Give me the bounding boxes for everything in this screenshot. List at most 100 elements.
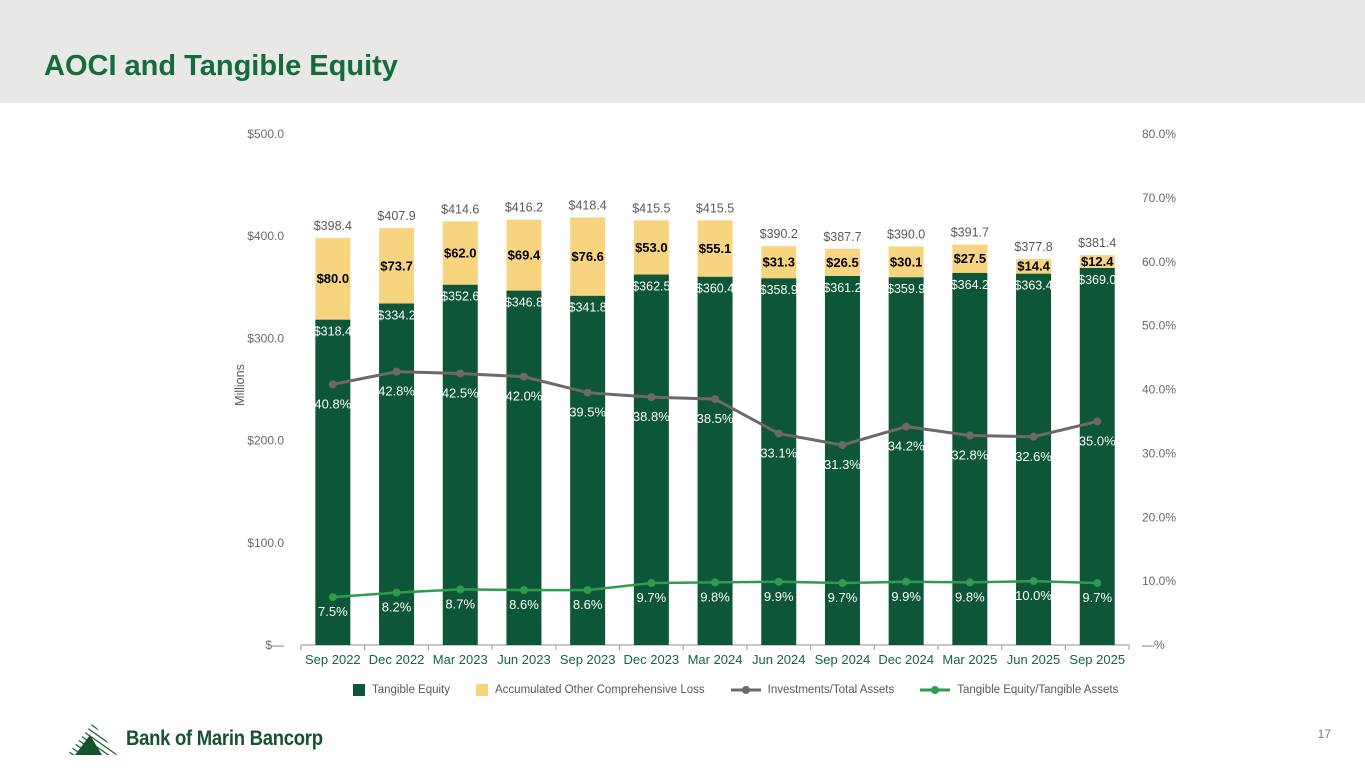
bar-segment-aoci (442, 221, 478, 285)
line-marker (838, 441, 847, 450)
bar-total-label: $398.4 (314, 219, 352, 233)
line-marker (774, 429, 783, 438)
line-value-label: 35.0% (1079, 433, 1116, 448)
legend-line-icon (920, 686, 951, 694)
bar-segment-aoci (570, 217, 606, 296)
bar-total-label: $418.4 (569, 198, 607, 212)
line-marker (392, 367, 401, 376)
bar-total-label: $390.2 (760, 227, 798, 241)
aoci-value-label: $53.0 (635, 240, 668, 255)
left-axis-tick-label: $300.0 (247, 331, 284, 345)
aoci-value-label: $12.4 (1081, 254, 1114, 269)
line-value-label: 42.8% (378, 384, 415, 399)
left-axis-tick-label: $200.0 (247, 434, 284, 448)
aoci-value-label: $69.4 (508, 248, 541, 263)
line-value-label: 40.8% (314, 396, 351, 411)
right-axis-tick-label: 60.0% (1142, 255, 1176, 269)
line-value-label: 32.8% (951, 447, 988, 462)
x-axis-category-label: Sep 2025 (1069, 652, 1125, 667)
line-marker (392, 588, 401, 597)
line-value-label: 8.6% (573, 597, 603, 612)
bar-total-label: $415.5 (632, 201, 670, 215)
line-value-label: 9.8% (700, 589, 730, 604)
legend-item: Accumulated Other Comprehensive Loss (476, 684, 705, 696)
line-marker (711, 578, 720, 587)
line-value-label: 10.0% (1015, 588, 1052, 603)
x-axis-category-label: Sep 2024 (815, 652, 871, 667)
line-value-label: 38.5% (697, 411, 734, 426)
bar-segment-aoci (506, 219, 542, 291)
bar-segment-aoci (1079, 255, 1115, 268)
x-axis-category-label: Jun 2025 (1007, 652, 1061, 667)
line-marker (456, 369, 465, 378)
line-marker (774, 577, 783, 586)
aoci-value-label: $30.1 (890, 254, 923, 269)
bar-total-label: $387.7 (823, 230, 861, 244)
line-marker (583, 586, 592, 595)
x-axis-category-label: Mar 2025 (942, 652, 997, 667)
line-value-label: 9.9% (891, 589, 921, 604)
aoci-value-label: $55.1 (699, 241, 732, 256)
line-marker (647, 579, 656, 588)
legend-swatch-icon (353, 684, 365, 696)
x-axis-category-label: Dec 2024 (878, 652, 934, 667)
aoci-value-label: $31.3 (762, 255, 795, 270)
tangible-equity-value-label: $334.2 (377, 308, 415, 322)
bar-total-label: $416.2 (505, 201, 543, 215)
bar-total-label: $390.0 (887, 227, 925, 241)
bar-segment-aoci (697, 220, 733, 277)
header-band (0, 0, 1365, 103)
line-value-label: 9.8% (955, 589, 985, 604)
line-marker (902, 422, 911, 431)
line-marker (647, 393, 656, 402)
right-axis-tick-label: 40.0% (1142, 383, 1176, 397)
page-title: AOCI and Tangible Equity (44, 50, 398, 82)
line-marker (965, 431, 974, 440)
legend-label: Accumulated Other Comprehensive Loss (495, 684, 705, 696)
line-marker (711, 395, 720, 404)
right-axis-tick-label: —% (1142, 638, 1165, 652)
left-axis-tick-label: $— (265, 638, 284, 652)
line-marker (328, 380, 337, 389)
aoci-value-label: $14.4 (1017, 259, 1050, 274)
aoci-value-label: $73.7 (380, 258, 413, 273)
line-marker (902, 577, 911, 586)
line-marker (1029, 432, 1038, 441)
tangible-equity-value-label: $352.6 (441, 290, 479, 304)
line-value-label: 34.2% (888, 439, 925, 454)
bar-segment-tangible-equity (315, 319, 351, 645)
line-marker (1093, 417, 1102, 426)
right-axis-tick-label: 70.0% (1142, 191, 1176, 205)
bar-segment-aoci (952, 244, 988, 273)
legend-label: Tangible Equity (372, 684, 450, 696)
tangible-equity-value-label: $363.4 (1014, 279, 1052, 293)
right-axis-tick-label: 80.0% (1142, 127, 1176, 141)
left-axis-tick-label: $400.0 (247, 229, 284, 243)
logo-text: Bank of Marin Bancorp (126, 727, 323, 750)
x-axis-category-label: Sep 2022 (305, 652, 361, 667)
x-axis-category-label: Mar 2024 (688, 652, 743, 667)
line-marker (1029, 577, 1038, 586)
aoci-value-label: $62.0 (444, 245, 477, 260)
tangible-equity-value-label: $369.0 (1078, 273, 1116, 287)
x-axis-category-label: Dec 2022 (369, 652, 425, 667)
bar-segment-tangible-equity (379, 303, 415, 645)
legend-item: Investments/Total Assets (730, 684, 894, 696)
mountain-logo-icon (67, 723, 117, 755)
company-logo: Bank of Marin Bancorp (66, 720, 350, 758)
left-axis-tick-label: $100.0 (247, 536, 284, 550)
legend-line-icon (730, 686, 761, 694)
line-value-label: 42.0% (506, 389, 543, 404)
x-axis-category-label: Dec 2023 (624, 652, 680, 667)
bar-total-label: $415.5 (696, 201, 734, 215)
aoci-value-label: $26.5 (826, 255, 859, 270)
x-axis-category-label: Jun 2024 (752, 652, 806, 667)
line-marker (583, 388, 592, 397)
bar-segment-aoci (888, 246, 924, 278)
line-marker (965, 578, 974, 587)
legend-item: Tangible Equity/Tangible Assets (920, 684, 1118, 696)
left-axis-tick-label: $500.0 (247, 127, 284, 141)
